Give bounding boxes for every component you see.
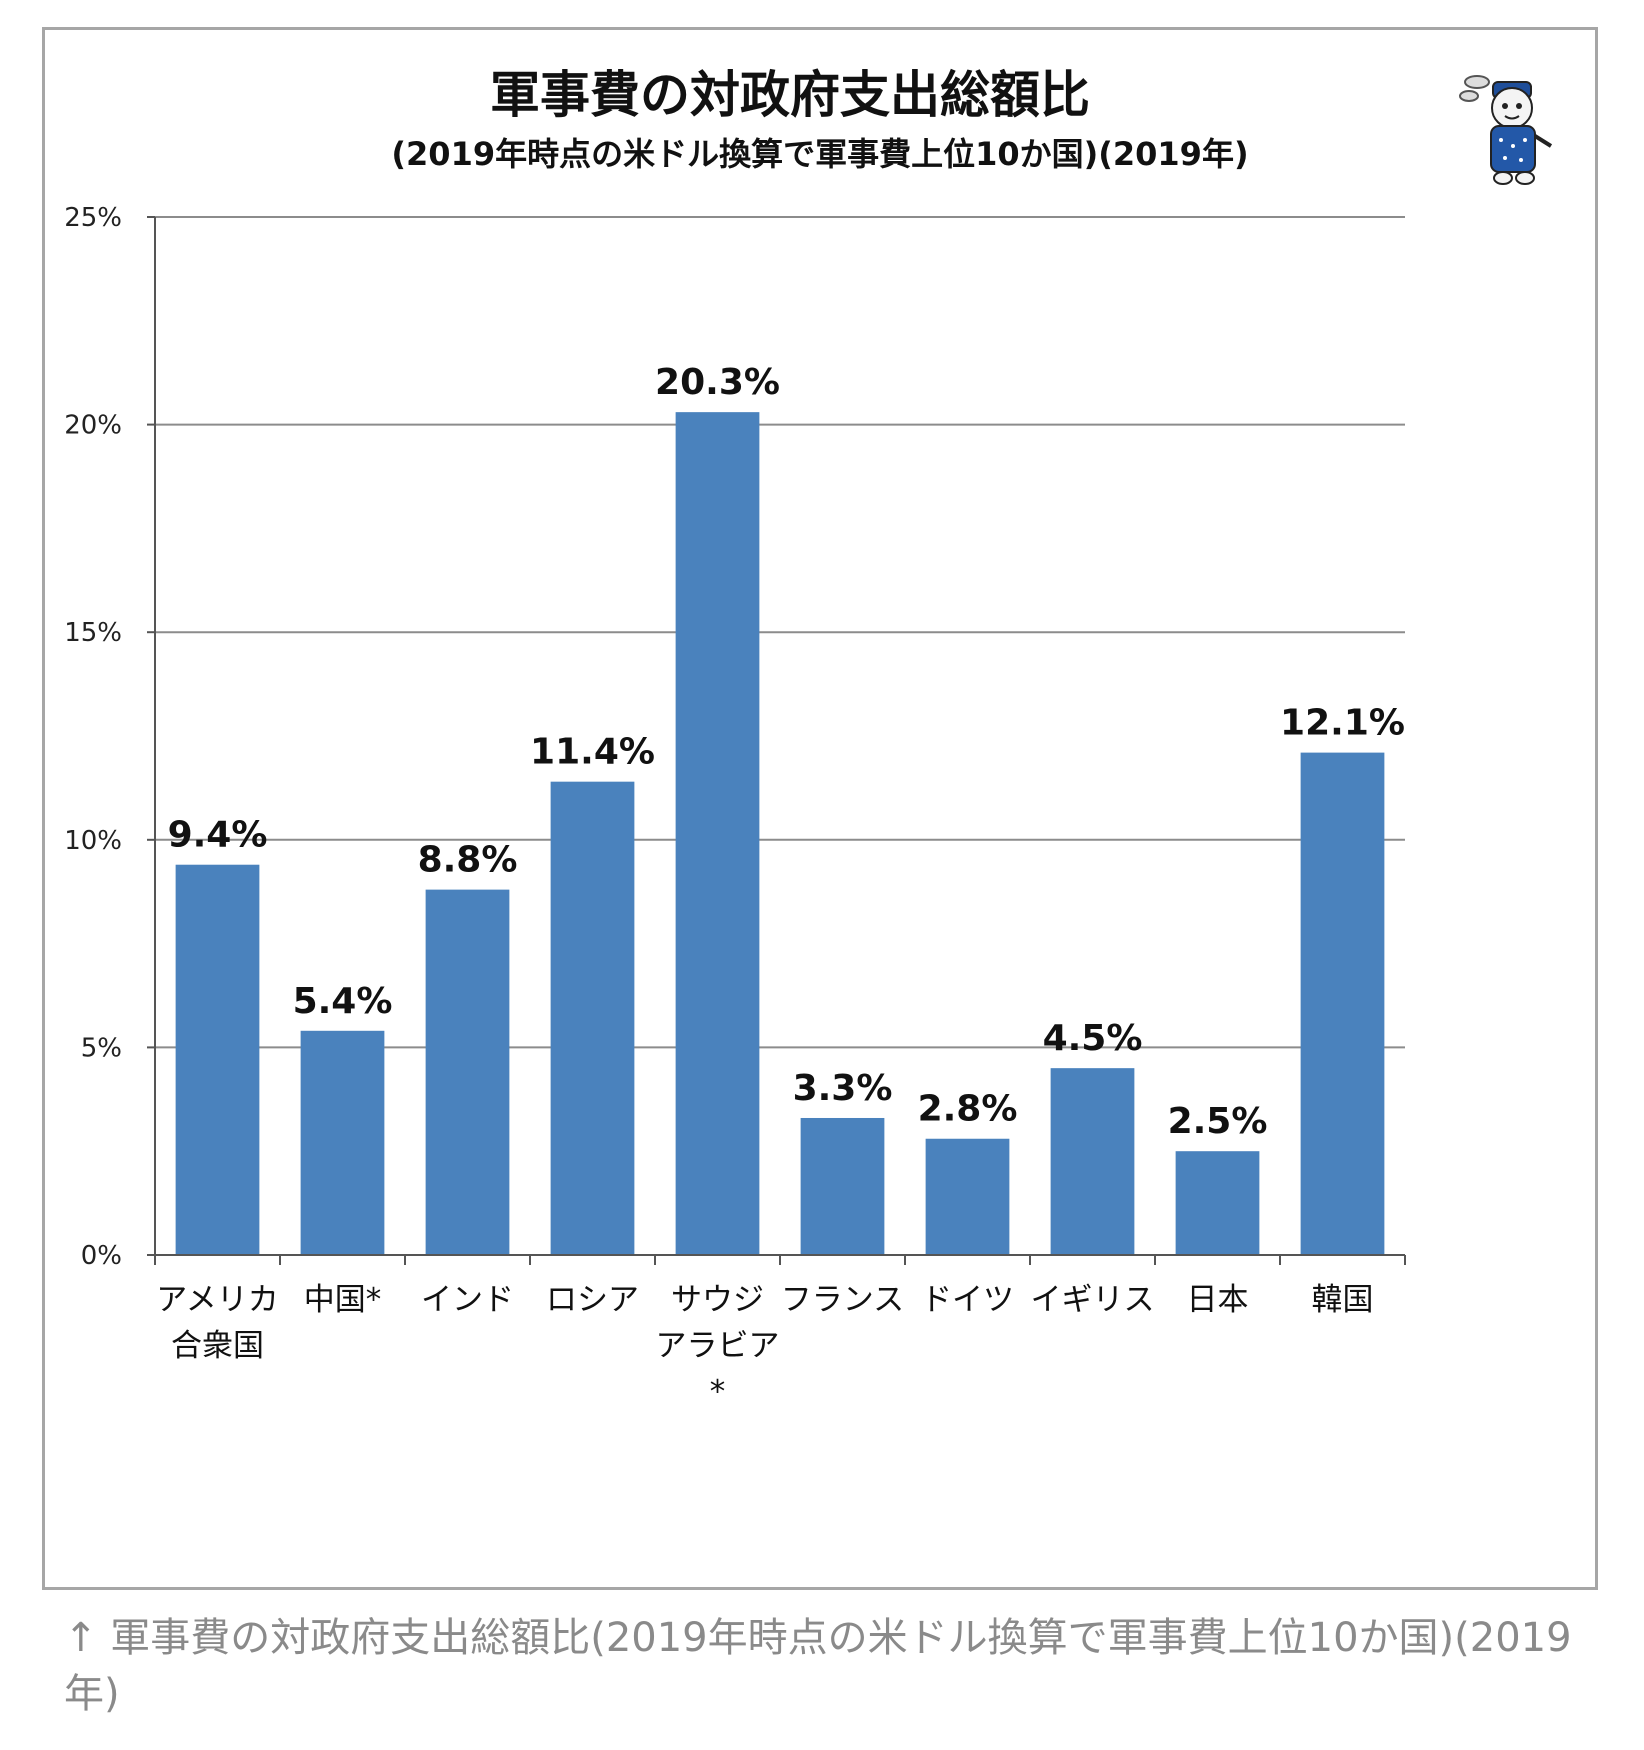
y-tick-label: 10%	[64, 826, 122, 856]
bar-chart: 軍事費の対政府支出総額比 (2019年時点の米ドル換算で軍事費上位10か国)(2…	[64, 66, 1553, 1410]
bars	[175, 412, 1385, 1255]
gridlines	[155, 216, 1405, 1049]
bar	[175, 864, 260, 1255]
bar	[675, 412, 760, 1255]
data-label: 5.4%	[293, 981, 393, 1022]
y-tick-label: 25%	[64, 203, 122, 233]
data-label: 4.5%	[1043, 1018, 1143, 1059]
x-tick-label: インド	[421, 1282, 514, 1318]
mascot-character-icon	[1459, 75, 1553, 185]
bar	[1300, 752, 1385, 1255]
data-label: 11.4%	[530, 732, 655, 773]
y-tick-label: 0%	[81, 1241, 122, 1271]
x-tick-label: *	[710, 1374, 726, 1410]
data-label: 2.5%	[1168, 1101, 1268, 1142]
chart-subtitle: (2019年時点の米ドル換算で軍事費上位10か国)(2019年)	[391, 135, 1248, 173]
bar	[1175, 1151, 1260, 1255]
data-label: 3.3%	[793, 1068, 893, 1109]
bar	[1050, 1068, 1135, 1255]
x-tick-label: 合衆国	[171, 1328, 264, 1364]
data-label: 20.3%	[655, 362, 780, 403]
x-tick-label: 中国*	[304, 1282, 382, 1318]
y-axis-ticks: 0% 5% 10% 15% 20% 25%	[64, 203, 122, 1271]
data-label: 12.1%	[1280, 703, 1405, 744]
x-tick-label: 韓国	[1312, 1282, 1374, 1318]
value-labels: 9.4% 5.4% 8.8% 11.4% 20.3% 3.3% 2.8% 4.5% 2.5% 12…	[168, 362, 1405, 1142]
chart-frame: 軍事費の対政府支出総額比 (2019年時点の米ドル換算で軍事費上位10か国)(2…	[42, 27, 1598, 1590]
bar	[800, 1117, 885, 1255]
bar	[550, 781, 635, 1255]
x-tick-label: ドイツ	[921, 1282, 1014, 1318]
x-tick-label: ロシア	[546, 1282, 639, 1318]
bar	[300, 1030, 385, 1255]
axes	[147, 216, 1406, 1265]
x-tick-label: アメリカ	[156, 1282, 278, 1318]
data-label: 9.4%	[168, 815, 268, 856]
data-label: 8.8%	[418, 840, 518, 881]
bar	[425, 889, 510, 1255]
x-tick-label: アラビア	[656, 1328, 780, 1364]
data-label: 2.8%	[918, 1089, 1018, 1130]
image-caption: ↑ 軍事費の対政府支出総額比(2019年時点の米ドル換算で軍事費上位10か国)(…	[64, 1615, 1572, 1717]
x-tick-label: イギリス	[1031, 1282, 1155, 1318]
y-tick-label: 20%	[64, 411, 122, 441]
x-tick-label: 日本	[1187, 1282, 1249, 1318]
y-tick-label: 15%	[64, 618, 122, 648]
bar	[925, 1138, 1010, 1255]
x-tick-label: フランス	[781, 1282, 904, 1318]
chart-title: 軍事費の対政府支出総額比	[490, 66, 1090, 124]
y-tick-label: 5%	[81, 1033, 122, 1063]
x-tick-label: サウジ	[671, 1282, 764, 1318]
